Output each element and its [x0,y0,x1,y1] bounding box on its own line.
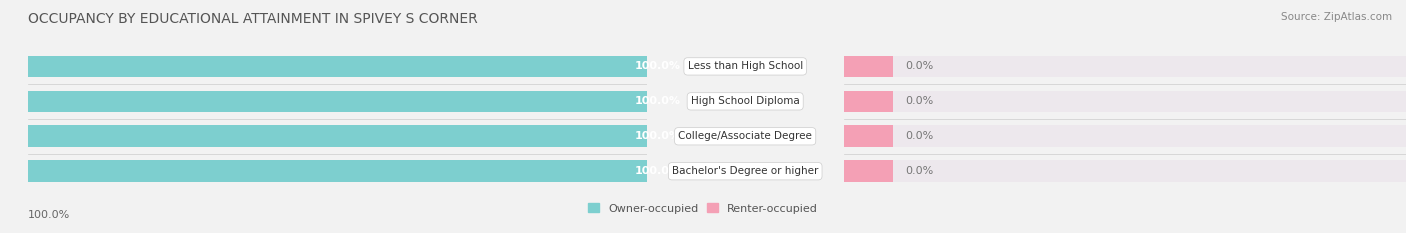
Bar [844,160,1406,182]
Bar [844,90,893,112]
Bar [844,56,893,77]
Text: Source: ZipAtlas.com: Source: ZipAtlas.com [1281,12,1392,22]
Text: 100.0%: 100.0% [634,96,681,106]
Text: College/Associate Degree: College/Associate Degree [678,131,813,141]
Text: High School Diploma: High School Diploma [690,96,800,106]
Text: 0.0%: 0.0% [905,96,934,106]
Bar [28,125,647,147]
Text: 100.0%: 100.0% [634,62,681,71]
Text: 100.0%: 100.0% [634,131,681,141]
Bar [844,125,893,147]
Bar [28,56,647,77]
Text: 100.0%: 100.0% [634,166,681,176]
Bar [28,90,647,112]
Bar [844,160,893,182]
Text: Bachelor's Degree or higher: Bachelor's Degree or higher [672,166,818,176]
Text: 0.0%: 0.0% [905,166,934,176]
Bar [28,160,647,182]
Bar [844,56,1406,77]
Text: OCCUPANCY BY EDUCATIONAL ATTAINMENT IN SPIVEY S CORNER: OCCUPANCY BY EDUCATIONAL ATTAINMENT IN S… [28,12,478,26]
Bar [28,90,647,112]
Legend: Owner-occupied, Renter-occupied: Owner-occupied, Renter-occupied [583,199,823,218]
Bar [844,90,1406,112]
Bar [844,125,1406,147]
Text: 100.0%: 100.0% [28,210,70,220]
Bar [28,56,647,77]
Text: Less than High School: Less than High School [688,62,803,71]
Text: 0.0%: 0.0% [905,62,934,71]
Bar [28,160,647,182]
Bar [28,125,647,147]
Text: 0.0%: 0.0% [905,131,934,141]
